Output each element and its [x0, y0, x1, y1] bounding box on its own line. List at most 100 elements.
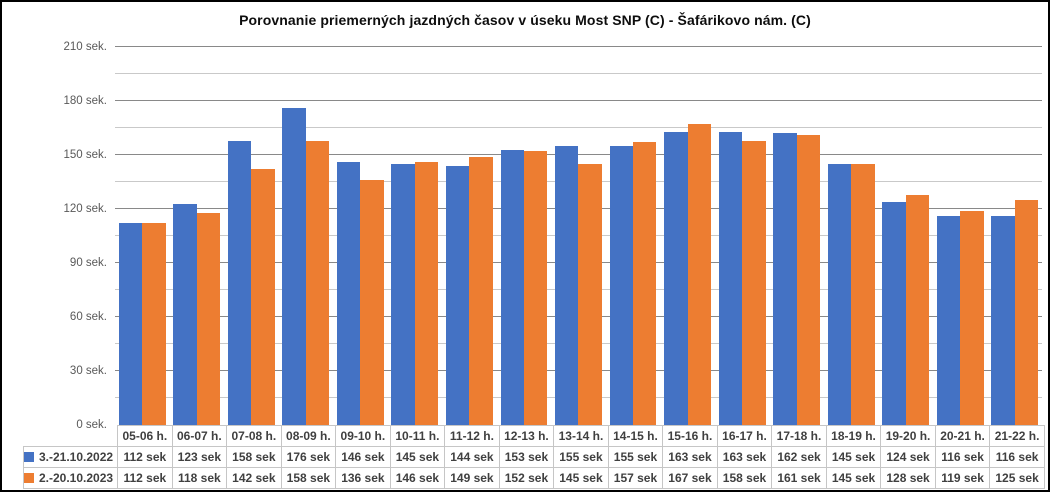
- category-header-cell: 19-20 h.: [880, 425, 936, 447]
- category-header-row: 05-06 h. 06-07 h. 07-08 h. 08-09 h. 09-10 h.…: [24, 425, 1045, 447]
- bar-3.-21.10.2022: [282, 108, 306, 425]
- bar-group: [224, 47, 279, 425]
- category-header-cell: 20-21 h.: [934, 425, 991, 447]
- value-cell: 176 sek: [280, 446, 337, 468]
- series-row: 2.-20.10.2023 112 sek 118 sek 142 sek 158 se…: [22, 467, 1045, 489]
- bar-group: [824, 47, 879, 425]
- value-cell: 146 sek: [335, 446, 391, 468]
- value-cell: 116 sek: [934, 446, 991, 468]
- value-cell: 145 sek: [825, 446, 882, 468]
- bar-3.-21.10.2022: [882, 201, 906, 425]
- minor-gridline: [115, 127, 1042, 128]
- bar-2.-20.10.2023: [1014, 200, 1039, 425]
- value-cell: 158 sek: [280, 467, 337, 489]
- major-gridline: [115, 46, 1042, 47]
- category-header-cell: 16-17 h.: [716, 425, 773, 447]
- bar-2.-20.10.2023: [251, 169, 275, 425]
- bar-3.-21.10.2022: [173, 203, 197, 425]
- bar-2.-20.10.2023: [469, 156, 493, 425]
- value-cell: 149 sek: [444, 467, 500, 489]
- value-cell: 119 sek: [934, 467, 991, 489]
- value-cell: 123 sek: [171, 446, 228, 468]
- legend-swatch: [24, 452, 34, 462]
- bar-group: [715, 47, 770, 425]
- legend-swatch: [24, 473, 34, 483]
- major-gridline: [115, 100, 1042, 101]
- bar-2.-20.10.2023: [742, 140, 766, 425]
- legend-cell: 2.-20.10.2023: [22, 467, 119, 489]
- category-header-cell: 17-18 h.: [771, 425, 827, 447]
- category-header-cell: 14-15 h.: [607, 425, 664, 447]
- bar-3.-21.10.2022: [227, 140, 252, 425]
- value-cell: 155 sek: [607, 446, 664, 468]
- bar-2.-20.10.2023: [796, 135, 821, 425]
- bar-group: [497, 47, 552, 425]
- value-cell: 155 sek: [553, 446, 609, 468]
- bar-2.-20.10.2023: [142, 223, 166, 425]
- bar-2.-20.10.2023: [960, 210, 984, 425]
- data-table: 05-06 h. 06-07 h. 07-08 h. 08-09 h. 09-10 h.…: [22, 425, 1045, 489]
- category-header-cell: 05-06 h.: [117, 425, 173, 447]
- value-cell: 163 sek: [662, 446, 718, 468]
- value-cell: 142 sek: [226, 467, 282, 489]
- value-cell: 163 sek: [716, 446, 773, 468]
- value-cell: 152 sek: [498, 467, 555, 489]
- bar-3.-21.10.2022: [664, 131, 688, 425]
- bar-3.-21.10.2022: [718, 131, 743, 425]
- value-cell: 146 sek: [389, 467, 446, 489]
- bar-group: [115, 47, 170, 425]
- legend-label: 3.-21.10.2022: [39, 450, 114, 464]
- y-axis-tick-label: 0 sek.: [76, 419, 107, 431]
- bar-3.-21.10.2022: [773, 133, 797, 425]
- bar-3.-21.10.2022: [500, 149, 524, 425]
- bar-group: [170, 47, 225, 425]
- value-cell: 128 sek: [880, 467, 936, 489]
- value-cell: 116 sek: [989, 446, 1045, 468]
- bar-2.-20.10.2023: [523, 151, 548, 425]
- plot-area: [115, 46, 1042, 425]
- legend-label: 2.-20.10.2023: [39, 471, 114, 485]
- bar-2.-20.10.2023: [196, 212, 221, 425]
- bar-group: [987, 47, 1042, 425]
- category-header-cell: 09-10 h.: [335, 425, 391, 447]
- bar-3.-21.10.2022: [118, 223, 143, 425]
- value-cell: 157 sek: [607, 467, 664, 489]
- bar-2.-20.10.2023: [360, 180, 384, 425]
- series-row: 3.-21.10.2022 112 sek 123 sek 158 sek 176 se…: [22, 446, 1045, 468]
- value-cell: 153 sek: [498, 446, 555, 468]
- bar-group: [769, 47, 824, 425]
- bar-3.-21.10.2022: [991, 216, 1015, 425]
- value-cell: 112 sek: [117, 446, 173, 468]
- value-cell: 112 sek: [117, 467, 173, 489]
- value-cell: 118 sek: [171, 467, 228, 489]
- bar-2.-20.10.2023: [578, 164, 602, 425]
- value-cell: 136 sek: [335, 467, 391, 489]
- y-axis-tick-label: 60 sek.: [69, 311, 107, 323]
- y-axis-tick-label: 180 sek.: [63, 95, 107, 107]
- value-cell: 124 sek: [880, 446, 936, 468]
- category-header-cell: 06-07 h.: [171, 425, 228, 447]
- value-cell: 158 sek: [226, 446, 282, 468]
- bar-group: [279, 47, 334, 425]
- category-header-cell: 10-11 h.: [389, 425, 446, 447]
- bar-2.-20.10.2023: [905, 194, 930, 425]
- y-axis-tick-label: 120 sek.: [63, 203, 107, 215]
- bar-3.-21.10.2022: [336, 162, 361, 425]
- value-cell: 158 sek: [716, 467, 773, 489]
- bar-3.-21.10.2022: [445, 165, 470, 425]
- bar-group: [333, 47, 388, 425]
- category-header-cell: 11-12 h.: [444, 425, 500, 447]
- chart-title: Porovnanie priemerných jazdných časov v …: [239, 12, 811, 28]
- category-header-cell: 12-13 h.: [498, 425, 555, 447]
- bar-group: [606, 47, 661, 425]
- category-header-cell: 21-22 h.: [989, 425, 1045, 447]
- category-header-cell: 13-14 h.: [553, 425, 609, 447]
- category-header-cell: 18-19 h.: [825, 425, 882, 447]
- bar-group: [551, 47, 606, 425]
- bar-3.-21.10.2022: [827, 164, 852, 425]
- bar-2.-20.10.2023: [633, 142, 657, 425]
- category-header-cell: 07-08 h.: [226, 425, 282, 447]
- bar-group: [878, 47, 933, 425]
- y-axis-tick-label: 150 sek.: [63, 149, 107, 161]
